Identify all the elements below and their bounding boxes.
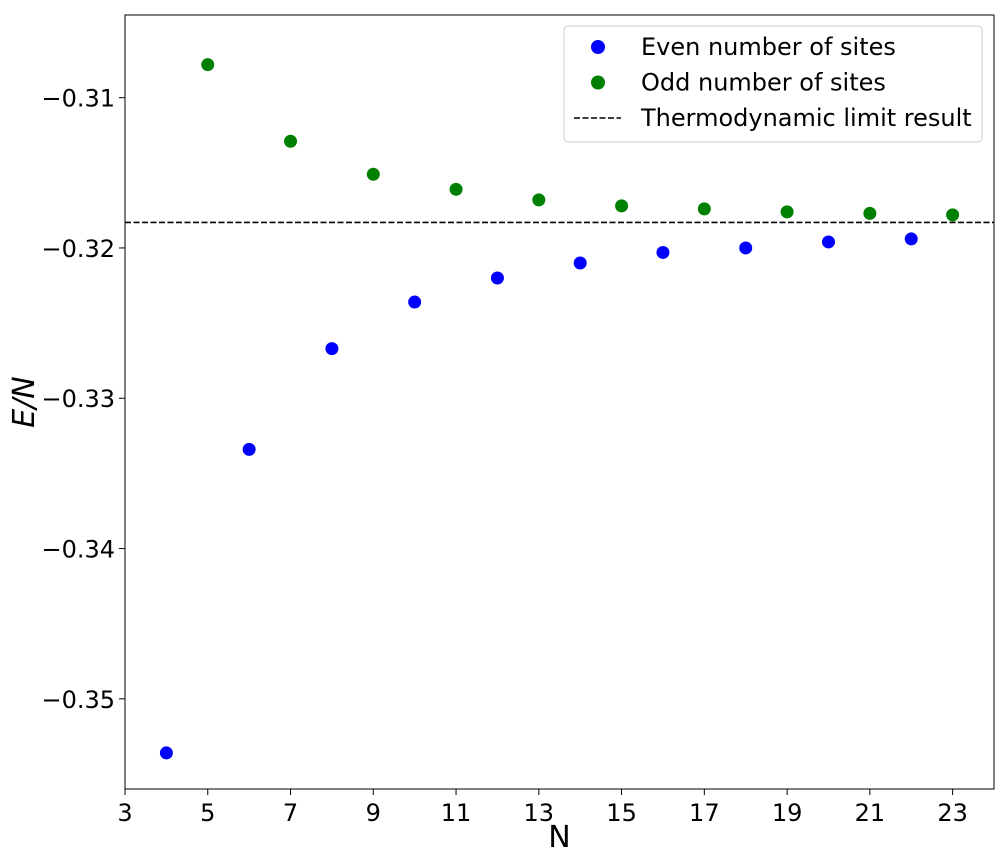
odd-sites-point bbox=[284, 134, 298, 148]
y-tick-label: −0.33 bbox=[41, 385, 115, 413]
x-tick-label: 19 bbox=[772, 799, 803, 827]
legend-odd-sites-marker bbox=[591, 75, 605, 90]
y-tick-label: −0.31 bbox=[41, 85, 115, 113]
y-tick-label: −0.32 bbox=[41, 235, 115, 263]
x-tick-label: 15 bbox=[606, 799, 637, 827]
x-tick-label: 21 bbox=[855, 799, 886, 827]
even-sites-point bbox=[821, 235, 835, 249]
y-axis-label: E/N bbox=[7, 376, 42, 428]
even-sites-point bbox=[325, 342, 339, 356]
even-sites-point bbox=[904, 232, 918, 246]
y-tick-label: −0.34 bbox=[41, 536, 115, 564]
even-sites-point bbox=[242, 442, 256, 456]
odd-sites-point bbox=[366, 167, 380, 181]
even-sites-point bbox=[408, 295, 422, 309]
x-tick-label: 5 bbox=[200, 799, 215, 827]
axes: 3 5 7 9 11 13 15 17 19 21 23 −0.35 −0.34 −0.33 −0.32 −0… bbox=[41, 14, 995, 827]
x-tick-label: 13 bbox=[524, 799, 555, 827]
legend: Even number of sites Odd number of sites T… bbox=[563, 25, 983, 143]
x-tick-label: 7 bbox=[283, 799, 298, 827]
y-tick-label: −0.35 bbox=[41, 686, 115, 714]
odd-sites-point bbox=[946, 208, 960, 222]
odd-sites-point bbox=[201, 58, 215, 72]
odd-sites-point bbox=[449, 182, 463, 196]
plot-frame bbox=[124, 14, 995, 790]
odd-sites-point bbox=[615, 199, 629, 213]
legend-odd-sites-label: Odd number of sites bbox=[641, 69, 886, 97]
odd-sites-point bbox=[697, 202, 711, 216]
x-tick-label: 9 bbox=[366, 799, 381, 827]
even-sites-point bbox=[573, 256, 587, 270]
x-tick-label: 23 bbox=[937, 799, 968, 827]
legend-box bbox=[563, 25, 983, 143]
even-sites-point bbox=[739, 241, 753, 255]
even-sites-point bbox=[656, 245, 670, 259]
x-axis-label: N bbox=[548, 820, 570, 855]
legend-even-sites-label: Even number of sites bbox=[641, 33, 896, 61]
x-tick-label: 11 bbox=[441, 799, 472, 827]
legend-thermodynamic-limit-label: Thermodynamic limit result bbox=[640, 104, 972, 132]
plot-area bbox=[125, 58, 994, 760]
x-tick-label: 17 bbox=[689, 799, 720, 827]
odd-sites-point bbox=[863, 206, 877, 220]
odd-sites-point bbox=[780, 205, 794, 219]
legend-even-sites-marker bbox=[591, 40, 605, 54]
x-tick-label: 3 bbox=[117, 799, 132, 827]
even-sites-point bbox=[490, 271, 504, 285]
even-sites-point bbox=[159, 746, 173, 760]
odd-sites-point bbox=[532, 193, 546, 207]
